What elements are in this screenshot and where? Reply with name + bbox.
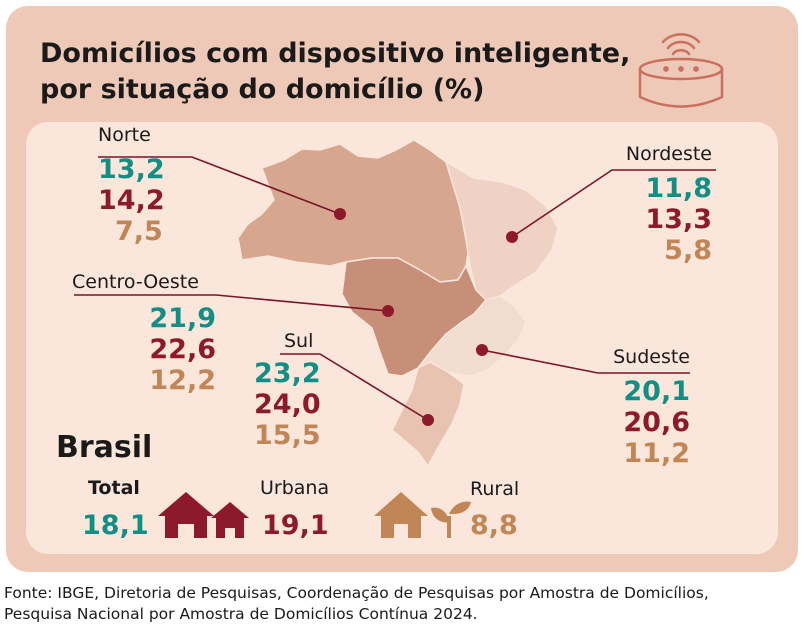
region-name-centro-oeste: Centro-Oeste [72, 271, 199, 293]
dot-sudeste [476, 344, 488, 356]
leader-lines [74, 156, 716, 421]
value-rural-nordeste: 5,8 [664, 235, 712, 266]
leader-line-sudeste [481, 349, 690, 374]
value-total-centro-oeste: 21,9 [149, 303, 216, 334]
brasil-total-value: 18,1 [82, 510, 149, 541]
dot-nordeste [506, 231, 518, 243]
value-rural-centro-oeste: 12,2 [149, 365, 216, 396]
region-sul: Sul 23,2 24,0 15,5 [254, 330, 324, 451]
brasil-urbana-label: Urbana [260, 477, 330, 499]
house-plant-icon [374, 492, 471, 538]
houses-icon [158, 492, 249, 538]
dot-centro-oeste [382, 305, 394, 317]
leader-line-norte [98, 156, 341, 215]
value-urbana-norte: 14,2 [98, 185, 165, 216]
region-sudeste: Sudeste 20,1 20,6 11,2 [600, 346, 690, 469]
region-nordeste: Nordeste 11,8 13,3 5,8 [612, 143, 712, 266]
value-total-nordeste: 11,8 [645, 173, 712, 204]
brasil-urbana-value: 19,1 [262, 510, 329, 541]
chart-title: Domicílios com dispositivo inteligente, … [40, 36, 630, 108]
brasil-total-label: Total [88, 477, 140, 499]
region-name-sudeste: Sudeste [613, 346, 690, 368]
value-urbana-nordeste: 13,3 [645, 204, 712, 235]
leader-line-centro-oeste [74, 294, 389, 312]
region-name-norte: Norte [98, 124, 151, 146]
region-dots [334, 208, 518, 426]
leader-line-sul [280, 353, 429, 421]
source-line-1: Fonte: IBGE, Diretoria de Pesquisas, Coo… [4, 584, 709, 602]
leader-line-nordeste [511, 169, 716, 238]
brasil-label: Brasil [56, 430, 153, 465]
value-rural-norte: 7,5 [115, 216, 163, 247]
value-rural-sul: 15,5 [254, 420, 321, 451]
map-region-nordeste [444, 160, 559, 301]
value-urbana-sudeste: 20,6 [623, 407, 690, 438]
value-total-norte: 13,2 [98, 154, 165, 185]
dot-sul [422, 414, 434, 426]
value-total-sul: 23,2 [254, 358, 321, 389]
region-name-nordeste: Nordeste [625, 143, 712, 165]
value-urbana-centro-oeste: 22,6 [149, 334, 216, 365]
brasil-rural-value: 8,8 [470, 510, 518, 541]
source-line-2: Pesquisa Nacional por Amostra de Domicíl… [4, 605, 478, 623]
value-rural-sudeste: 11,2 [623, 438, 690, 469]
smart-speaker-icon [638, 33, 724, 108]
region-centro-oeste: Centro-Oeste 21,9 22,6 12,2 [72, 271, 222, 396]
region-norte: Norte 13,2 14,2 7,5 [98, 124, 165, 247]
brasil-rural-label: Rural [470, 478, 520, 500]
title-line-1: Domicílios com dispositivo inteligente, [40, 38, 631, 69]
dot-norte [334, 208, 346, 220]
source-note: Fonte: IBGE, Diretoria de Pesquisas, Coo… [4, 583, 804, 625]
value-urbana-sul: 24,0 [254, 389, 321, 420]
value-total-sudeste: 20,1 [623, 376, 690, 407]
map-region-sudeste [417, 295, 527, 377]
region-name-sul: Sul [284, 330, 314, 352]
title-line-2: por situação do domicílio (%) [40, 74, 485, 105]
